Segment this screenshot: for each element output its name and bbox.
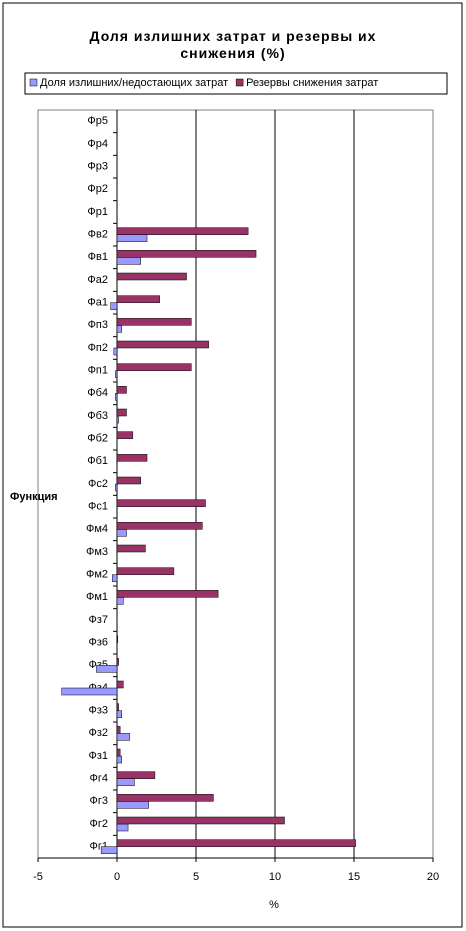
y-tick-label: Фп3	[88, 319, 108, 331]
y-tick-label: Фв1	[88, 251, 108, 263]
y-tick-label: Фм1	[86, 591, 108, 603]
bar	[116, 318, 192, 326]
y-tick-label: Фз2	[88, 727, 108, 739]
bar	[116, 597, 124, 605]
y-tick-label: Фг3	[90, 795, 109, 807]
y-tick-label: Фз6	[88, 637, 108, 649]
bar	[116, 295, 160, 303]
y-tick-label: Фм3	[86, 546, 108, 558]
bar	[116, 703, 119, 711]
legend-swatch	[235, 78, 244, 87]
bar	[116, 567, 175, 575]
bar	[116, 272, 187, 281]
bar	[61, 687, 118, 696]
y-tick-label: Фр5	[87, 115, 108, 127]
bar	[116, 710, 122, 718]
y-tick-label: Фп1	[88, 365, 108, 377]
bar	[116, 454, 148, 462]
y-tick-label: Фм4	[86, 523, 108, 535]
y-tick-label: Фм2	[86, 569, 108, 581]
x-tick-label: 15	[348, 871, 360, 883]
bar	[115, 370, 118, 378]
y-tick-label: Фб4	[87, 387, 108, 399]
y-tick-label: Фс1	[88, 501, 108, 513]
bar	[116, 816, 285, 825]
y-tick-label: Фг4	[90, 773, 109, 785]
y-tick-label: Фб3	[87, 410, 108, 422]
y-tick-label: Фс2	[88, 478, 108, 490]
bar	[116, 801, 149, 809]
y-tick-label: Фб2	[87, 433, 108, 445]
bar	[96, 665, 118, 673]
bar	[116, 590, 219, 598]
y-tick-label: Фз7	[88, 614, 108, 626]
chart-title: Доля излишних затрат и резервы их снижен…	[89, 28, 377, 61]
bar	[116, 340, 209, 349]
bar	[116, 839, 356, 847]
bar	[116, 499, 206, 507]
y-tick-label: Фз3	[88, 705, 108, 717]
bar	[116, 771, 156, 779]
bar	[116, 658, 119, 666]
bar	[116, 408, 127, 417]
y-tick-label: Фг2	[90, 818, 109, 830]
x-tick-label: 0	[114, 871, 120, 883]
bar	[116, 794, 214, 802]
legend-label: Доля излишних/недостающих затрат	[40, 77, 228, 89]
y-tick-label: Фр4	[87, 138, 108, 150]
bar	[116, 680, 124, 689]
y-axis-label: Функция	[10, 491, 58, 503]
bar	[115, 393, 118, 401]
bar	[116, 733, 130, 741]
bar	[116, 386, 127, 394]
bar	[116, 529, 127, 537]
y-tick-label: Фб1	[87, 455, 108, 467]
bar	[116, 522, 203, 530]
x-tick-label: 5	[193, 871, 199, 883]
bar	[116, 234, 148, 242]
y-tick-label: Фв2	[88, 229, 108, 241]
y-tick-label: Фр2	[87, 183, 108, 195]
bar	[116, 325, 122, 333]
y-tick-label: Фа1	[87, 297, 108, 309]
bar	[116, 363, 192, 371]
y-tick-label: Фр3	[87, 161, 108, 173]
bar	[116, 823, 129, 832]
bar	[116, 544, 146, 553]
bar	[116, 778, 135, 786]
bar	[116, 227, 249, 235]
bar	[116, 635, 119, 643]
legend-swatch	[29, 78, 38, 87]
x-tick-label: 10	[269, 871, 281, 883]
y-tick-label: Фп2	[88, 342, 108, 354]
x-tick-label: 20	[427, 871, 439, 883]
bar	[116, 431, 134, 439]
bar	[116, 755, 122, 764]
y-tick-label: Фз1	[88, 750, 108, 762]
y-tick-label: Фр1	[87, 206, 108, 218]
bar	[113, 347, 118, 356]
x-axis-label: %	[269, 899, 279, 911]
bar	[100, 846, 118, 854]
bar	[116, 415, 119, 424]
bar	[115, 483, 118, 492]
legend-label: Резервы снижения затрат	[246, 77, 378, 89]
bar	[116, 476, 141, 485]
bar	[116, 726, 121, 734]
x-tick-label: -5	[33, 871, 43, 883]
bar	[116, 257, 141, 265]
bar	[116, 748, 121, 757]
bar	[110, 302, 118, 310]
bar	[112, 574, 118, 582]
y-tick-label: Фа2	[87, 274, 108, 286]
bar	[116, 250, 257, 258]
